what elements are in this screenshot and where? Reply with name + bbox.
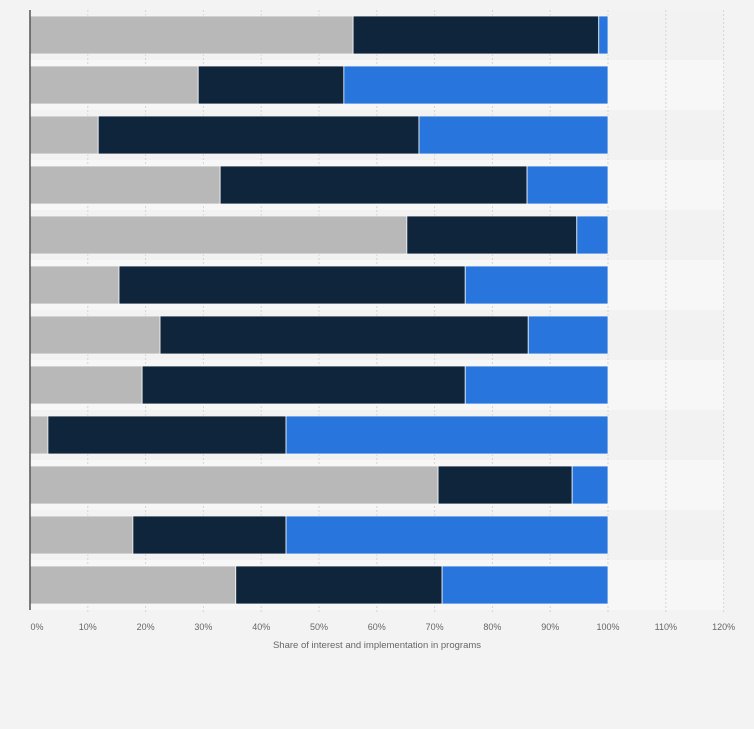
bar-segment-series-1[interactable] (29, 65, 199, 105)
x-tick-label: 120% (712, 622, 735, 632)
bar-segment-series-2[interactable] (132, 515, 287, 555)
bar-segment-series-3[interactable] (527, 315, 609, 355)
bar-segment-series-1[interactable] (29, 365, 143, 405)
bar-segment-series-3[interactable] (285, 415, 609, 455)
x-tick-label: 100% (596, 622, 619, 632)
bar-segment-series-2[interactable] (159, 315, 529, 355)
x-tick-label: 30% (194, 622, 212, 632)
x-tick-label: 110% (655, 622, 677, 632)
bar-segment-series-2[interactable] (235, 565, 443, 605)
bar-segment-series-2[interactable] (118, 265, 466, 305)
x-tick-label: 60% (368, 622, 386, 632)
x-tick-label: 70% (426, 622, 444, 632)
bar-segment-series-1[interactable] (29, 115, 99, 155)
bar-segment-series-3[interactable] (441, 565, 609, 605)
x-tick-label: 20% (137, 622, 155, 632)
bar-segment-series-1[interactable] (29, 415, 49, 455)
bar-segment-series-3[interactable] (464, 365, 609, 405)
bar-segment-series-2[interactable] (47, 415, 287, 455)
bar-segment-series-3[interactable] (571, 465, 609, 505)
bar-segment-series-1[interactable] (29, 265, 120, 305)
bar-segment-series-3[interactable] (464, 265, 609, 305)
bar-segment-series-1[interactable] (29, 15, 354, 55)
x-tick-label: 40% (252, 622, 270, 632)
bar-segment-series-1[interactable] (29, 465, 439, 505)
bar-segment-series-2[interactable] (406, 215, 578, 255)
bar-segment-series-3[interactable] (598, 15, 609, 55)
bar-segment-series-1[interactable] (29, 165, 221, 205)
bar-segment-series-2[interactable] (141, 365, 466, 405)
x-axis-label: Share of interest and implementation in … (273, 640, 481, 651)
bar-segment-series-1[interactable] (29, 565, 237, 605)
bar-segment-series-3[interactable] (285, 515, 609, 555)
bar-segment-series-2[interactable] (219, 165, 528, 205)
bar-segment-series-1[interactable] (29, 515, 134, 555)
bar-segment-series-2[interactable] (352, 15, 600, 55)
bar-segment-series-1[interactable] (29, 215, 408, 255)
bar-segment-series-2[interactable] (437, 465, 573, 505)
bar-segment-series-3[interactable] (526, 165, 609, 205)
x-tick-label: 80% (483, 622, 501, 632)
bar-segment-series-1[interactable] (29, 315, 161, 355)
x-tick-label: 0% (30, 622, 43, 632)
bar-segment-series-2[interactable] (197, 65, 345, 105)
x-tick-label: 50% (310, 622, 328, 632)
bar-segment-series-3[interactable] (418, 115, 609, 155)
bar-segment-series-3[interactable] (576, 215, 609, 255)
bar-segment-series-3[interactable] (343, 65, 609, 105)
x-tick-label: 90% (541, 622, 559, 632)
bar-segment-series-2[interactable] (97, 115, 420, 155)
x-tick-label: 10% (79, 622, 97, 632)
